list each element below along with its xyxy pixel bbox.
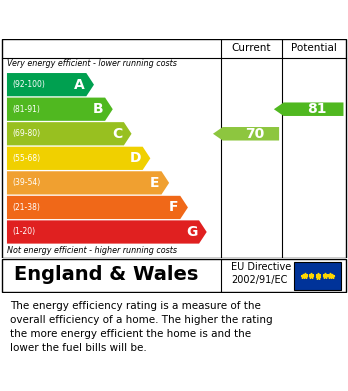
- Text: 70: 70: [245, 127, 264, 141]
- Text: The energy efficiency rating is a measure of the
overall efficiency of a home. T: The energy efficiency rating is a measur…: [10, 301, 273, 353]
- Text: England & Wales: England & Wales: [14, 265, 198, 284]
- Text: Very energy efficient - lower running costs: Very energy efficient - lower running co…: [7, 59, 177, 68]
- Text: (69-80): (69-80): [12, 129, 40, 138]
- Polygon shape: [213, 127, 279, 140]
- Text: G: G: [186, 225, 197, 239]
- Text: E: E: [150, 176, 160, 190]
- Text: (21-38): (21-38): [12, 203, 40, 212]
- Text: (1-20): (1-20): [12, 228, 35, 237]
- Polygon shape: [7, 73, 94, 96]
- Polygon shape: [7, 98, 113, 121]
- Text: B: B: [93, 102, 103, 116]
- Text: (55-68): (55-68): [12, 154, 40, 163]
- Polygon shape: [7, 196, 188, 219]
- Text: (92-100): (92-100): [12, 80, 45, 89]
- Text: EU Directive
2002/91/EC: EU Directive 2002/91/EC: [231, 262, 292, 285]
- Text: Energy Efficiency Rating: Energy Efficiency Rating: [10, 11, 239, 29]
- Text: Potential: Potential: [291, 43, 337, 54]
- Text: Current: Current: [232, 43, 271, 54]
- Text: F: F: [169, 201, 179, 214]
- Bar: [294, 262, 341, 290]
- Polygon shape: [274, 102, 343, 116]
- Polygon shape: [7, 171, 169, 194]
- Text: 81: 81: [307, 102, 327, 116]
- Polygon shape: [7, 122, 132, 145]
- Polygon shape: [7, 147, 150, 170]
- Text: (39-54): (39-54): [12, 178, 40, 187]
- Text: C: C: [112, 127, 122, 141]
- Text: A: A: [74, 78, 85, 91]
- Text: Not energy efficient - higher running costs: Not energy efficient - higher running co…: [7, 246, 177, 255]
- Text: (81-91): (81-91): [12, 105, 40, 114]
- Text: D: D: [129, 151, 141, 165]
- Polygon shape: [7, 221, 207, 244]
